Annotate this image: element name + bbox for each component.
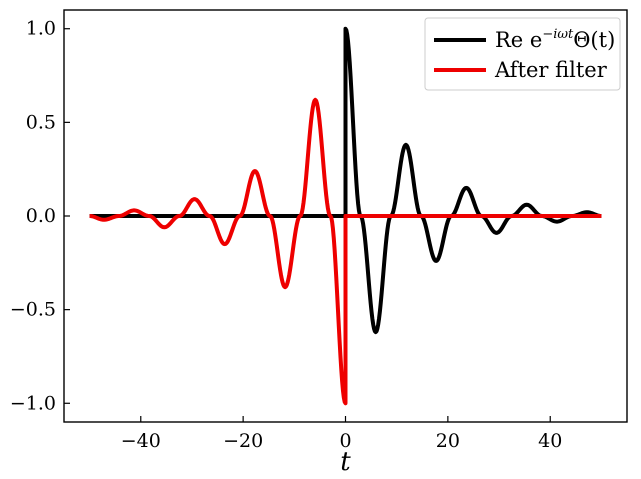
series-line-red [88, 97, 603, 406]
legend-label-red: After filter [494, 58, 608, 82]
legend-label-black-base: Re e [495, 28, 542, 52]
y-tick-label: 0.5 [26, 111, 56, 133]
legend-label-black-sup: −iωt [542, 27, 574, 42]
x-axis-ticks: −40 −20 0 20 40 [121, 416, 562, 452]
x-tick-label: −40 [121, 430, 161, 452]
legend: Re e−iωtΘ(t) After filter [424, 17, 621, 91]
plot-area [88, 26, 603, 406]
x-tick-label: 0 [339, 430, 351, 452]
x-tick-label: −20 [223, 430, 263, 452]
x-axis-label: t [340, 447, 351, 477]
y-tick-label: 0.0 [26, 205, 56, 227]
legend-label-black-tail: Θ(t) [573, 28, 615, 52]
x-tick-label: 40 [538, 430, 562, 452]
legend-label-black: Re e−iωtΘ(t) [495, 27, 615, 52]
y-axis-ticks: −1.0 −0.5 0.0 0.5 1.0 [10, 18, 70, 414]
x-tick-label: 20 [436, 430, 460, 452]
y-tick-label: −1.0 [10, 392, 56, 414]
y-tick-label: −0.5 [10, 299, 56, 321]
y-tick-label: 1.0 [26, 18, 56, 40]
